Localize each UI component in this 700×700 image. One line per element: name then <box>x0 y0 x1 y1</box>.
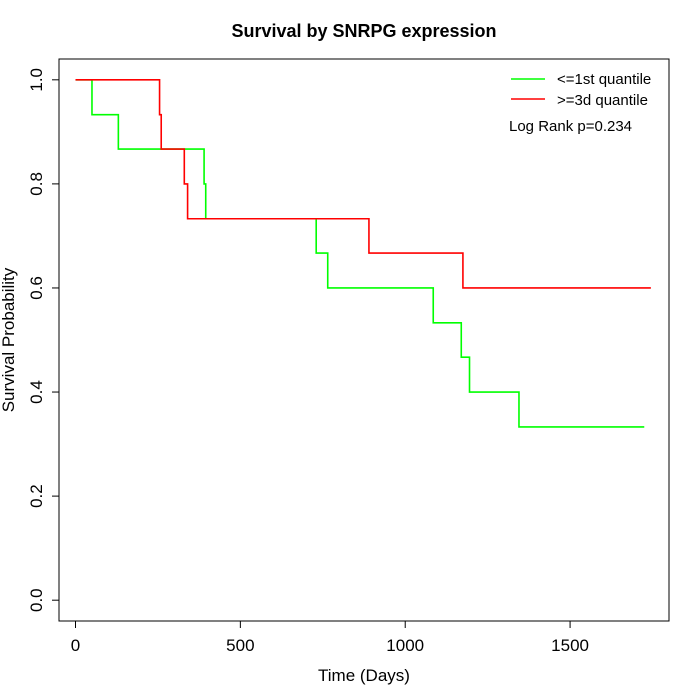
legend: <=1st quantile >=3d quantile <box>511 71 651 109</box>
x-tick-label: 1000 <box>386 636 424 655</box>
series-layer <box>75 79 651 428</box>
x-tick-label: 1500 <box>551 636 589 655</box>
x-tick-label: 500 <box>226 636 254 655</box>
y-tick-label: 0.0 <box>27 588 46 612</box>
x-axis-label: Time (Days) <box>318 666 410 685</box>
series-line-high-quantile <box>75 79 651 289</box>
legend-label-low: <=1st quantile <box>557 71 651 88</box>
y-tick-label: 0.6 <box>27 276 46 300</box>
plot-frame <box>58 58 670 622</box>
series-line-low-quantile <box>75 79 645 428</box>
log-rank-annotation: Log Rank p=0.234 <box>509 118 632 135</box>
y-axis-label: Survival Probability <box>0 267 18 412</box>
y-tick-label: 0.2 <box>27 484 46 508</box>
chart-title: Survival by SNRPG expression <box>231 21 496 41</box>
y-tick-label: 1.0 <box>27 68 46 92</box>
y-tick-label: 0.8 <box>27 172 46 196</box>
y-tick-label: 0.4 <box>27 380 46 404</box>
y-axis: 0.0 0.2 0.4 0.6 0.8 1.0 <box>27 68 59 612</box>
x-axis: 0 500 1000 1500 <box>71 621 589 655</box>
legend-label-high: >=3d quantile <box>557 92 648 109</box>
x-tick-label: 0 <box>71 636 80 655</box>
